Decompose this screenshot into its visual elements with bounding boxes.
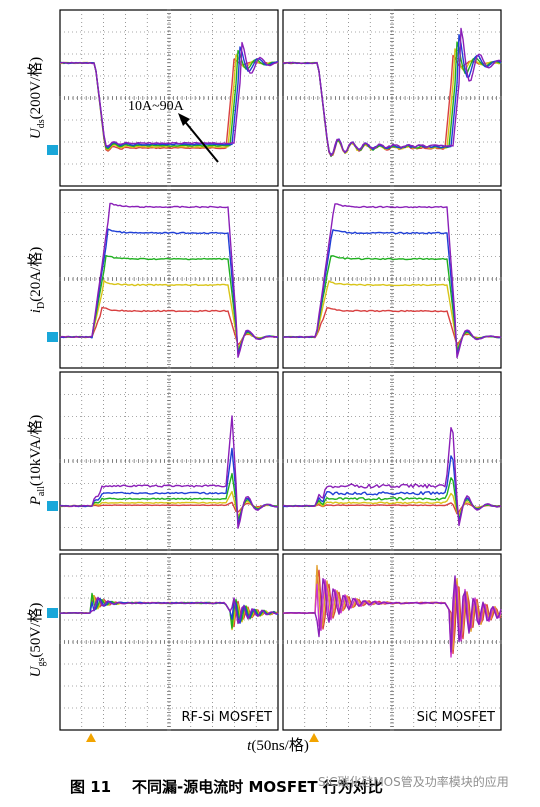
ground-marker-uds — [47, 145, 58, 155]
svg-text:Ugs(50V/格): Ugs(50V/格) — [27, 603, 47, 678]
ylabel-id: iD(20A/格) — [27, 247, 47, 313]
trace-uds-rfsi-purple — [59, 41, 279, 147]
panel-label-rfsi: RF-Si MOSFET — [181, 710, 272, 725]
trace-id-sic-purple — [282, 203, 502, 359]
trace-ugs-rfsi-purple — [59, 596, 279, 625]
panel-label-sic: SiC MOSFET — [417, 710, 495, 725]
trace-pall-sic-purple — [283, 427, 502, 527]
current-range-annotation: 10A~90A — [128, 99, 185, 114]
ylabel-uds: Uds(200V/格) — [27, 57, 47, 139]
trigger-marker-left — [86, 733, 96, 742]
trigger-marker-right — [309, 733, 319, 742]
watermark-text: SiC碳化硅MOS管及功率模块的应用 — [318, 774, 509, 789]
ground-marker-pall — [47, 501, 58, 511]
ylabel-ugs: Ugs(50V/格) — [27, 603, 47, 678]
figure-caption: 不同漏-源电流时 MOSFET 行为对比 — [132, 778, 383, 796]
ground-marker-ugs — [47, 608, 58, 618]
figure-number: 图 11 — [70, 778, 111, 796]
svg-text:iD(20A/格): iD(20A/格) — [27, 247, 47, 313]
annotation-arrow — [181, 117, 219, 163]
annotation-arrowhead — [178, 113, 190, 126]
xaxis-label: t(50ns/格) — [247, 737, 309, 754]
svg-text:Uds(200V/格): Uds(200V/格) — [27, 57, 47, 139]
ylabel-pall: Pall(10kVA/格) — [27, 415, 47, 507]
svg-text:Pall(10kVA/格): Pall(10kVA/格) — [27, 415, 47, 507]
trace-pall-rfsi-purple — [59, 415, 279, 529]
trace-ugs-sic-purple — [283, 575, 502, 653]
ground-marker-id — [47, 332, 58, 342]
trace-id-rfsi-purple — [59, 202, 278, 358]
trace-uds-sic-purple — [282, 27, 502, 157]
